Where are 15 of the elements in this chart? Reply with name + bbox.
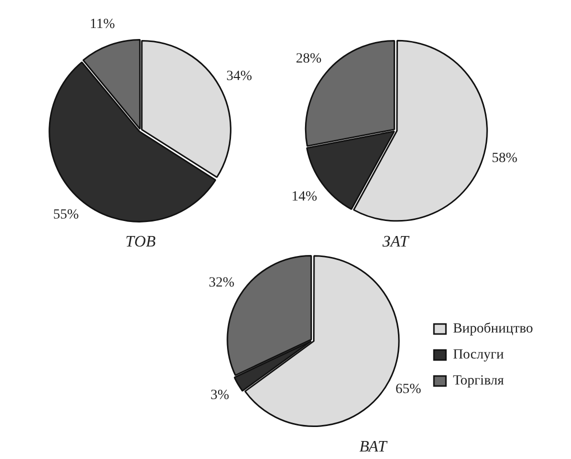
data-label: 58%: [492, 151, 518, 166]
data-label: 14%: [292, 189, 318, 204]
data-label: 65%: [396, 382, 422, 397]
legend-label: Торгівля: [452, 374, 504, 389]
legend-label: Послуги: [452, 348, 504, 363]
data-label: 34%: [226, 68, 252, 84]
text: ТОВ: [125, 234, 156, 251]
data-label: 55%: [53, 208, 80, 223]
legend-label: Виробництво: [452, 322, 533, 337]
data-label: 11%: [90, 17, 116, 32]
text: ВАТ: [359, 438, 388, 456]
data-label: 32%: [208, 275, 235, 290]
text: ЗАТ: [382, 234, 410, 251]
data-label: 28%: [296, 51, 322, 66]
data-label: 3%: [210, 388, 230, 403]
